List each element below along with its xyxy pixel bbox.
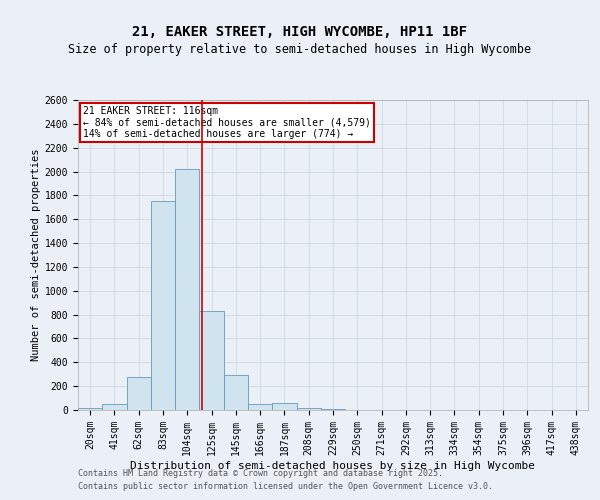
Text: 21, EAKER STREET, HIGH WYCOMBE, HP11 1BF: 21, EAKER STREET, HIGH WYCOMBE, HP11 1BF [133, 25, 467, 39]
Bar [199, 311, 224, 410]
Y-axis label: Number of semi-detached properties: Number of semi-detached properties [31, 149, 41, 361]
Bar [248, 404, 272, 410]
Bar [78, 408, 102, 410]
Bar [102, 404, 127, 410]
Bar [296, 408, 321, 410]
Bar [127, 377, 151, 410]
Bar [175, 169, 199, 410]
X-axis label: Distribution of semi-detached houses by size in High Wycombe: Distribution of semi-detached houses by … [131, 460, 536, 470]
Text: Contains public sector information licensed under the Open Government Licence v3: Contains public sector information licen… [78, 482, 493, 491]
Bar [151, 202, 175, 410]
Bar [272, 403, 296, 410]
Text: Size of property relative to semi-detached houses in High Wycombe: Size of property relative to semi-detach… [68, 42, 532, 56]
Bar [224, 376, 248, 410]
Bar [321, 409, 345, 410]
Text: Contains HM Land Registry data © Crown copyright and database right 2025.: Contains HM Land Registry data © Crown c… [78, 468, 443, 477]
Text: 21 EAKER STREET: 116sqm
← 84% of semi-detached houses are smaller (4,579)
14% of: 21 EAKER STREET: 116sqm ← 84% of semi-de… [83, 106, 371, 140]
